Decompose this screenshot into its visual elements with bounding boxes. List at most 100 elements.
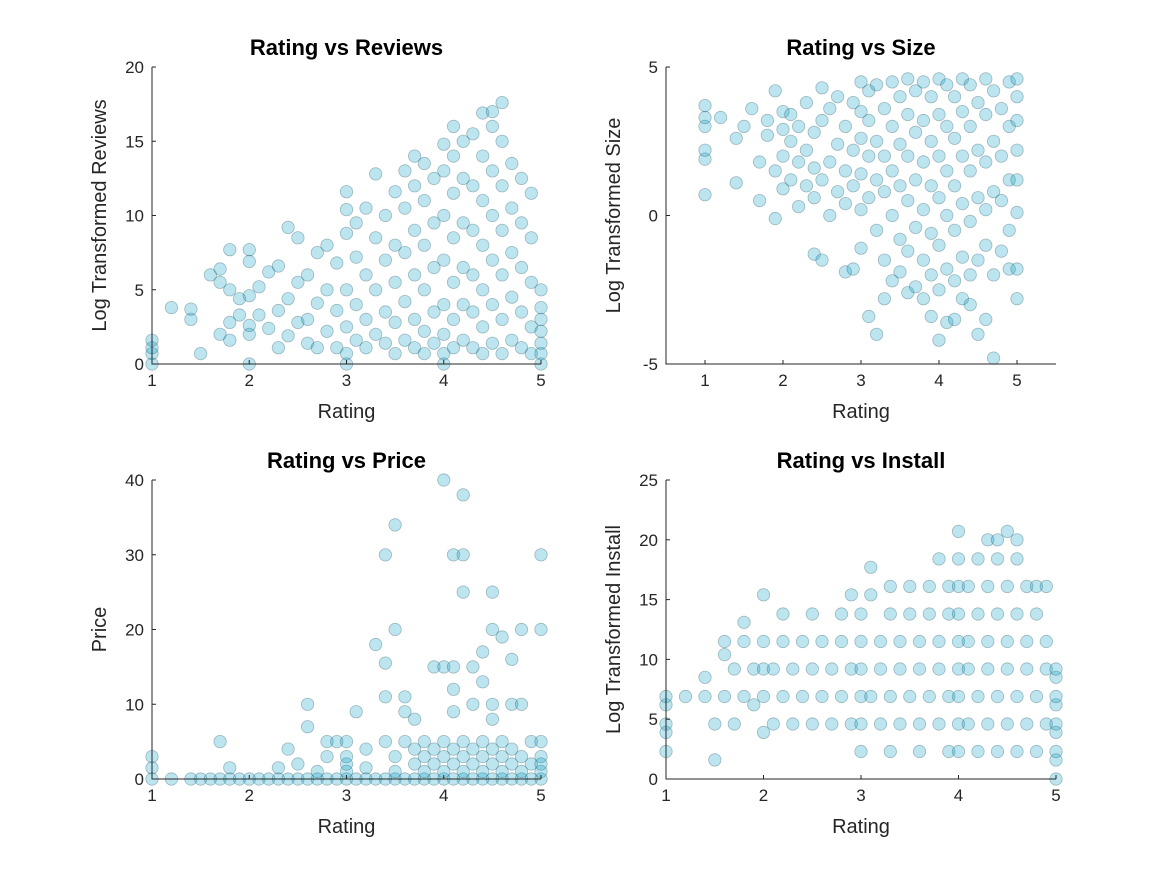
size-point: [979, 312, 993, 326]
size-point: [986, 351, 1001, 365]
size-point: [979, 203, 993, 217]
reviews-point: [271, 341, 285, 355]
install-point: [932, 552, 946, 566]
price-point: [485, 697, 499, 711]
size-point: [807, 161, 821, 175]
size-point: [752, 194, 767, 208]
price-point: [388, 749, 402, 764]
reviews-point: [485, 253, 499, 267]
price-point: [417, 734, 431, 749]
reviews-point: [446, 186, 461, 200]
install-point: [903, 689, 917, 704]
reviews-point: [446, 149, 461, 163]
install-point: [961, 634, 975, 649]
price-point: [339, 734, 354, 749]
size-point: [885, 164, 899, 178]
price-x-tick-label: 3: [342, 786, 351, 805]
reviews-point: [398, 333, 412, 347]
install-point: [815, 689, 829, 704]
size-point: [932, 72, 946, 86]
price-point: [407, 757, 422, 771]
install-point: [1049, 698, 1063, 712]
price-point: [456, 548, 470, 562]
price-x-tick-label: 2: [245, 786, 254, 805]
size-point: [698, 152, 712, 166]
size-point: [947, 179, 962, 193]
reviews-point: [427, 260, 441, 275]
reviews-point: [232, 292, 247, 306]
install-point: [1029, 689, 1044, 704]
reviews-point: [437, 297, 451, 312]
size-point: [908, 84, 923, 98]
price-point: [476, 645, 490, 659]
reviews-point: [262, 265, 276, 279]
size-point: [955, 72, 970, 86]
reviews-point: [534, 336, 548, 350]
reviews-point: [388, 238, 402, 252]
size-point: [971, 191, 985, 205]
reviews-point: [281, 292, 295, 306]
install-point: [1049, 670, 1063, 684]
install-point: [1020, 579, 1034, 594]
size-point: [776, 105, 790, 119]
size-point: [901, 149, 915, 163]
size-points: [698, 72, 1024, 365]
install-y-tick-label: 0: [649, 770, 658, 789]
install-point: [864, 588, 878, 602]
install-point: [1010, 744, 1024, 759]
size-point: [1002, 119, 1016, 134]
reviews-point: [456, 260, 470, 275]
install-point: [883, 579, 897, 594]
reviews-y-tick-label: 0: [135, 355, 144, 374]
price-point: [456, 488, 470, 502]
size-point: [893, 232, 907, 246]
reviews-point: [291, 275, 305, 289]
reviews-point: [242, 289, 256, 303]
install-point: [893, 634, 907, 649]
size-point: [924, 134, 938, 148]
install-y-tick-label: 20: [639, 531, 658, 550]
install-point: [747, 698, 761, 712]
install-x-tick-label: 3: [856, 786, 865, 805]
size-point: [737, 119, 751, 134]
install-point: [942, 744, 956, 759]
install-y-tick-label: 5: [649, 710, 658, 729]
price-point: [485, 585, 499, 599]
install-point: [1039, 634, 1053, 649]
reviews-point: [495, 223, 509, 237]
install-point: [893, 662, 907, 676]
reviews-point: [242, 327, 256, 341]
subplot-install: Rating vs Install 1 2 3 4 5 0 5 10 15 20 25 Rating Lo…: [603, 448, 1063, 838]
size-point: [1010, 262, 1024, 276]
size-point: [932, 283, 946, 297]
size-point: [979, 155, 993, 169]
reviews-point: [349, 216, 363, 230]
price-point: [505, 652, 519, 667]
size-point: [815, 113, 829, 128]
price-point: [534, 734, 548, 749]
size-point: [971, 327, 985, 341]
size-chart-title: Rating vs Size: [786, 35, 935, 60]
price-point: [223, 761, 237, 775]
reviews-point: [213, 275, 227, 289]
install-point: [766, 662, 780, 676]
size-point: [862, 113, 876, 128]
install-x-tick-label: 5: [1051, 786, 1060, 805]
reviews-point: [456, 134, 470, 148]
size-point: [862, 84, 876, 98]
reviews-point: [223, 243, 237, 257]
install-point: [1039, 717, 1053, 731]
price-point: [320, 749, 334, 764]
install-point: [756, 634, 771, 649]
size-point: [807, 247, 821, 261]
install-point: [971, 689, 985, 704]
size-x-axis-label: Rating: [832, 401, 890, 423]
price-y-tick-label: 10: [125, 695, 144, 714]
size-point: [994, 244, 1009, 258]
size-point: [908, 125, 923, 139]
size-point: [698, 143, 712, 157]
price-point: [349, 705, 363, 719]
reviews-point: [534, 300, 548, 315]
install-point: [981, 533, 995, 547]
reviews-point: [378, 253, 392, 267]
